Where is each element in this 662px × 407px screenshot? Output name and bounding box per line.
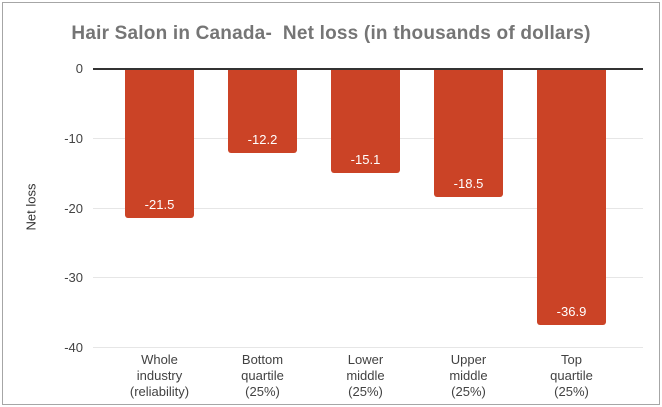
bar-value-label: -21.5 (144, 197, 175, 212)
bar-value-label: -18.5 (453, 176, 484, 191)
zero-axis-line (93, 68, 643, 70)
bar-band: -36.9 (520, 70, 623, 348)
bar-value-label: -12.2 (247, 132, 278, 147)
bar: -18.5 (434, 70, 503, 197)
y-axis-tick-label: 0 (75, 61, 83, 76)
bar-band: -18.5 (417, 70, 520, 348)
bar: -36.9 (537, 70, 606, 325)
y-axis-tick-label: -20 (64, 200, 83, 216)
bar-band: -12.2 (211, 70, 314, 348)
x-axis-category-label: Lower middle (25%) (346, 352, 385, 399)
y-axis-tick-label: -40 (64, 340, 83, 355)
bar-value-label: -36.9 (556, 304, 587, 319)
bar-value-label: -15.1 (350, 152, 381, 167)
chart-title: Hair Salon in Canada- Net loss (in thous… (71, 23, 591, 44)
bar: -21.5 (125, 70, 194, 218)
x-axis-category-label: Whole industry (reliability) (129, 352, 190, 399)
x-axis-category-label: Bottom quartile (25%) (241, 352, 284, 399)
bar: -15.1 (331, 70, 400, 173)
x-axis-category-label: Upper middle (25%) (449, 352, 488, 399)
y-axis-tick-label: -10 (64, 130, 83, 146)
y-axis-tick-label: -30 (64, 270, 83, 286)
bar-band: -15.1 (314, 70, 417, 348)
gridline (93, 207, 643, 209)
gridline (93, 277, 643, 279)
x-axis-category-label: Top quartile (25%) (550, 352, 593, 399)
y-axis-title: Net loss (23, 183, 39, 231)
bar-series: -21.5 -12.2 -15.1 -18.5 -36.9 (108, 70, 623, 348)
x-axis-labels: Whole industry (reliability) Bottom quart… (108, 352, 623, 400)
bar-band: -21.5 (108, 70, 211, 348)
bar: -12.2 (228, 70, 297, 153)
gridline (93, 347, 643, 348)
